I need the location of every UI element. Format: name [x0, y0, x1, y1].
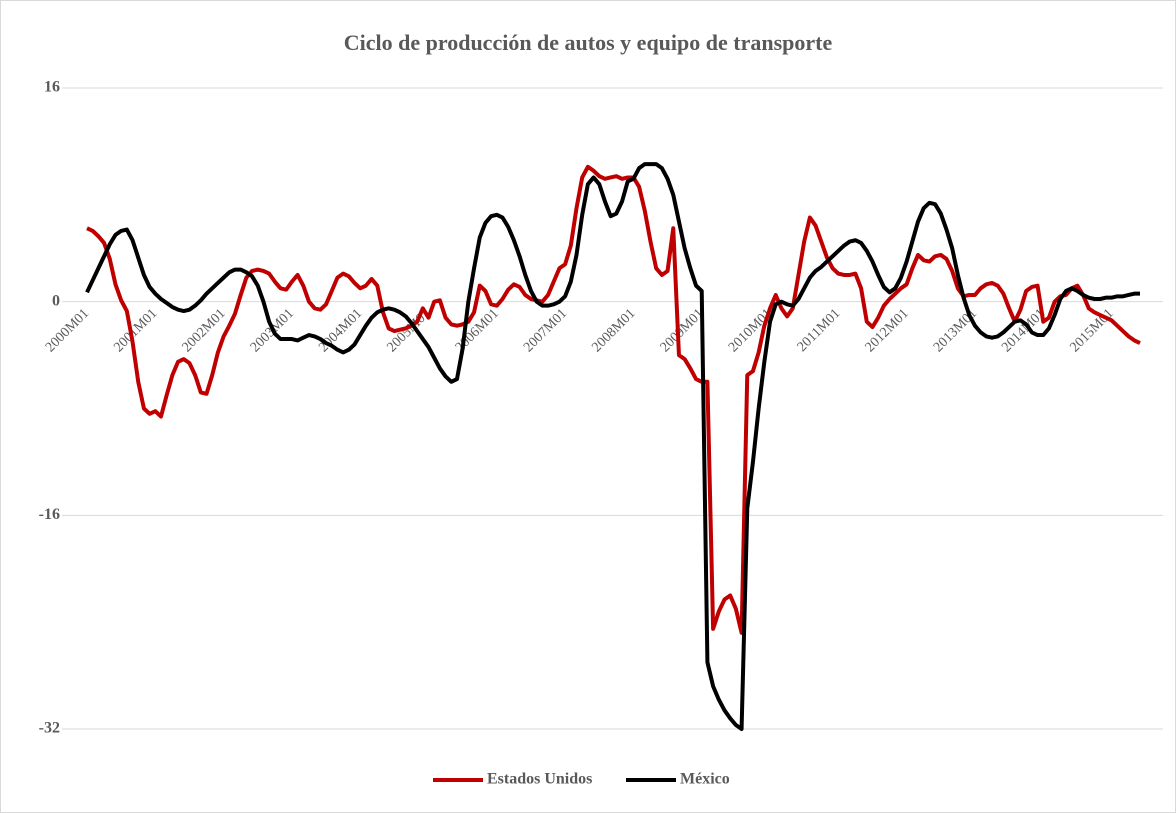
y-tick-label: -32 — [39, 720, 60, 737]
chart-title: Ciclo de producción de autos y equipo de… — [344, 30, 833, 55]
data-line — [85, 162, 1140, 731]
legend-label: Estados Unidos — [487, 771, 592, 788]
y-tick-label: -16 — [39, 506, 60, 523]
legend-label: México — [680, 771, 730, 788]
y-tick-label: 16 — [44, 79, 60, 96]
y-tick-label: 0 — [52, 292, 60, 309]
